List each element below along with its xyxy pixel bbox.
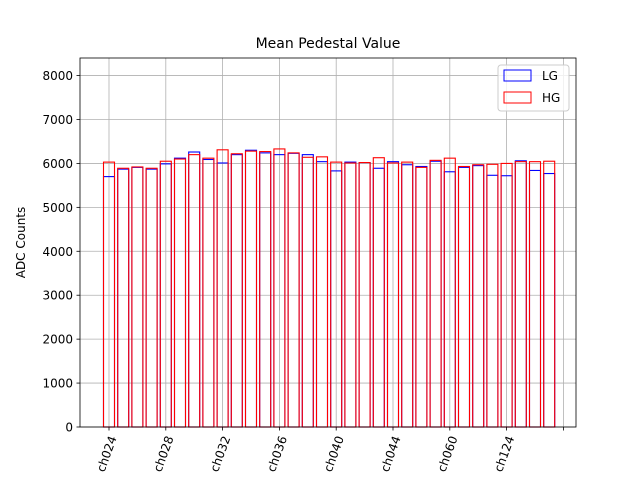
bar-lg xyxy=(528,169,542,428)
bar-lg xyxy=(543,172,556,428)
bar-hg xyxy=(358,162,371,428)
bar-hg xyxy=(173,158,187,428)
legend-box xyxy=(497,64,570,112)
bar-hg xyxy=(230,153,243,428)
bar-lg xyxy=(358,162,371,428)
bar-lg xyxy=(173,157,187,428)
bar-hg xyxy=(131,166,144,428)
legend-label-hg: HG xyxy=(542,91,560,105)
bar-hg xyxy=(301,156,314,428)
bar-lg xyxy=(457,166,471,428)
bar-hg xyxy=(457,165,471,428)
bar-lg xyxy=(131,166,144,428)
bar-lg xyxy=(259,152,272,428)
y-tick-label: 7000 xyxy=(42,113,73,127)
bar-lg xyxy=(429,160,442,428)
y-tick-label: 1000 xyxy=(42,377,73,391)
chart-title: Mean Pedestal Value xyxy=(256,36,401,52)
bar-lg xyxy=(301,154,314,428)
bar-lg xyxy=(344,161,357,428)
bar-hg xyxy=(287,152,300,428)
x-tick-label: ch044 xyxy=(378,434,404,474)
bar-lg xyxy=(401,164,414,428)
bar-hg xyxy=(429,159,442,428)
y-tick-label: 6000 xyxy=(42,157,73,171)
bar-lg xyxy=(315,161,329,428)
y-tick-label: 4000 xyxy=(42,245,73,259)
bars xyxy=(102,148,556,428)
x-tick-label: ch124 xyxy=(491,434,517,474)
x-tick-label: ch024 xyxy=(94,434,120,474)
legend-label-lg: LG xyxy=(542,69,558,83)
axes-frame xyxy=(79,57,577,428)
bar-lg xyxy=(188,151,201,428)
bar-hg xyxy=(415,166,428,428)
bar-hg xyxy=(543,160,556,428)
y-axis-label: ADC Counts xyxy=(14,207,28,279)
bar-lg xyxy=(202,158,215,428)
y-tick-label: 0 xyxy=(65,421,73,435)
legend: LG HG xyxy=(497,64,570,112)
bar-lg xyxy=(514,160,527,428)
bar-lg xyxy=(145,168,158,428)
bar-hg xyxy=(244,150,258,428)
bar-hg xyxy=(315,156,329,428)
y-tick-label: 3000 xyxy=(42,289,73,303)
y-tick-label: 8000 xyxy=(42,69,73,83)
y-tick-label: 5000 xyxy=(42,201,73,215)
x-tick-label: ch032 xyxy=(207,434,233,474)
bar-lg xyxy=(244,149,258,428)
bar-hg xyxy=(259,151,272,428)
bar-lg xyxy=(117,168,130,428)
y-axis: 0 1000 2000 3000 4000 5000 6000 7000 8000 xyxy=(42,69,80,435)
bar-lg xyxy=(415,165,428,428)
bar-hg xyxy=(486,163,499,428)
bar-hg xyxy=(528,161,542,428)
bar-lg xyxy=(472,165,485,428)
bar-hg xyxy=(372,157,385,428)
legend-swatch-hg xyxy=(503,91,532,104)
bar-hg xyxy=(514,161,527,428)
legend-swatch-lg xyxy=(503,69,532,82)
y-tick-label: 2000 xyxy=(42,333,73,347)
x-gridlines xyxy=(108,58,564,427)
x-tick-label: ch028 xyxy=(151,434,177,474)
bar-lg xyxy=(486,174,499,428)
bar-hg xyxy=(202,157,215,428)
x-axis: ch024 ch028 ch032 ch036 ch040 ch044 ch060 ch124 xyxy=(94,427,564,474)
bar-hg xyxy=(472,164,485,428)
bar-hg xyxy=(401,161,414,428)
bar-hg xyxy=(188,154,201,428)
bar-lg xyxy=(287,152,300,428)
x-tick-label: ch060 xyxy=(435,434,461,474)
bar-lg xyxy=(230,154,243,428)
x-tick-label: ch040 xyxy=(321,434,347,474)
x-tick-label: ch036 xyxy=(264,434,290,474)
